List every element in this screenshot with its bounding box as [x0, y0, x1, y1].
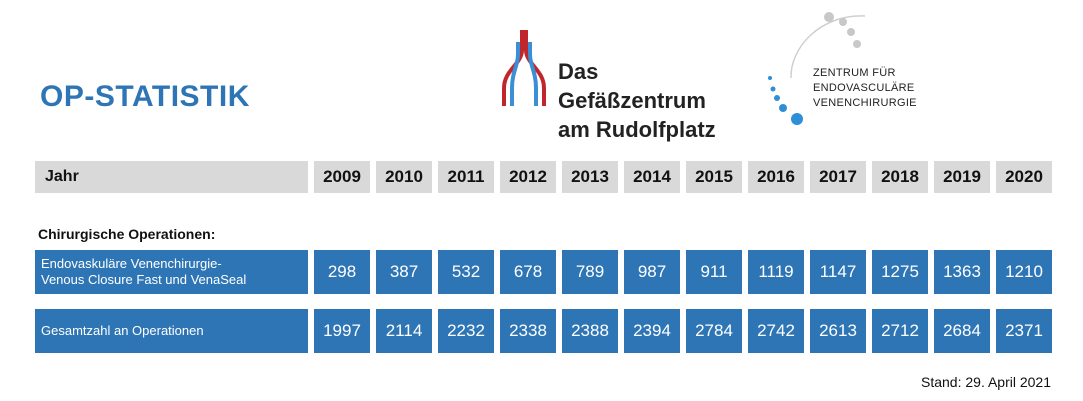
year-header-2010: 2010 — [376, 161, 432, 193]
value-cell: 2784 — [686, 309, 742, 353]
year-header-2020: 2020 — [996, 161, 1052, 193]
year-header-2016: 2016 — [748, 161, 804, 193]
venenchirurgie-logo: ZENTRUM FÜR ENDOVASCULÄRE VENENCHIRURGIE — [765, 8, 945, 133]
value-cell: 2742 — [748, 309, 804, 353]
year-header-2017: 2017 — [810, 161, 866, 193]
year-header-2013: 2013 — [562, 161, 618, 193]
stand-date: Stand: 29. April 2021 — [921, 374, 1051, 390]
value-cell: 2394 — [624, 309, 680, 353]
logo-name-line1: Das Gefäßzentrum — [558, 59, 706, 113]
section-label: Chirurgische Operationen: — [38, 226, 216, 242]
row-label-line2: Venous Closure Fast und VenaSeal — [41, 272, 247, 287]
value-cell: 1147 — [810, 250, 866, 294]
year-header-2012: 2012 — [500, 161, 556, 193]
value-cell: 298 — [314, 250, 370, 294]
year-header-2019: 2019 — [934, 161, 990, 193]
row-label: Endovaskuläre Venenchirurgie- Venous Clos… — [35, 250, 308, 294]
value-cell: 1210 — [996, 250, 1052, 294]
dotted-arc-icon — [768, 12, 866, 125]
logo2-line3: VENENCHIRURGIE — [813, 97, 917, 109]
vessel-bifurcation-icon — [502, 30, 546, 106]
value-cell: 1275 — [872, 250, 928, 294]
value-cell: 2613 — [810, 309, 866, 353]
gefaesszentrum-logo: Das Gefäßzentrum am Rudolfplatz — [498, 28, 743, 142]
row-label: Gesamtzahl an Operationen — [35, 309, 308, 353]
value-cell: 2684 — [934, 309, 990, 353]
year-header-2018: 2018 — [872, 161, 928, 193]
value-cell: 532 — [438, 250, 494, 294]
value-cell: 2371 — [996, 309, 1052, 353]
row-label-line1: Endovaskuläre Venenchirurgie- — [41, 256, 222, 271]
year-header-2009: 2009 — [314, 161, 370, 193]
header-label: Jahr — [35, 161, 308, 193]
value-cell: 987 — [624, 250, 680, 294]
year-header-2015: 2015 — [686, 161, 742, 193]
row-label-line1: Gesamtzahl an Operationen — [41, 323, 204, 338]
value-cell: 789 — [562, 250, 618, 294]
value-cell: 2232 — [438, 309, 494, 353]
value-cell: 1997 — [314, 309, 370, 353]
value-cell: 1363 — [934, 250, 990, 294]
year-header-2014: 2014 — [624, 161, 680, 193]
value-cell: 2712 — [872, 309, 928, 353]
logo2-line2: ENDOVASCULÄRE — [813, 82, 915, 94]
value-cell: 2338 — [500, 309, 556, 353]
logo-name-line2: am Rudolfplatz — [558, 117, 716, 142]
value-cell: 2388 — [562, 309, 618, 353]
value-cell: 678 — [500, 250, 556, 294]
value-cell: 911 — [686, 250, 742, 294]
value-cell: 2114 — [376, 309, 432, 353]
value-cell: 387 — [376, 250, 432, 294]
logo2-line1: ZENTRUM FÜR — [813, 67, 896, 79]
value-cell: 1119 — [748, 250, 804, 294]
page-title: OP-STATISTIK — [40, 80, 250, 113]
year-header-2011: 2011 — [438, 161, 494, 193]
